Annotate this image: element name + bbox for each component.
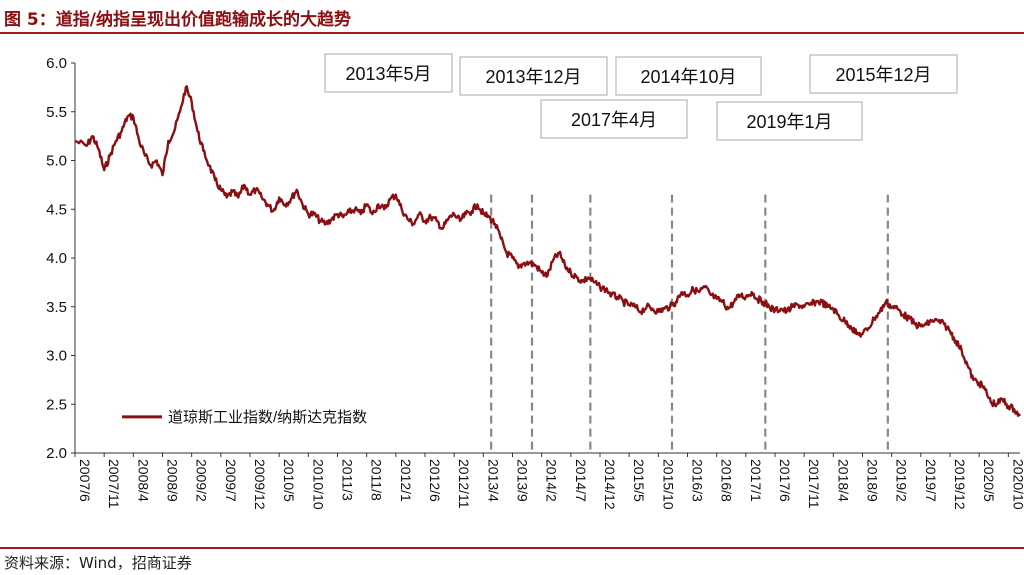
x-tick-label: 2015/5 [631, 459, 647, 502]
figure-title: 图 5：道指/纳指呈现出价值跑输成长的大趋势 [4, 10, 351, 30]
x-tick-label: 2017/1 [748, 459, 764, 502]
annotation-label: 2015年12月 [835, 65, 931, 85]
annotation-label: 2019年1月 [746, 112, 832, 132]
x-tick-label: 2020/5 [981, 459, 997, 502]
source-note: 资料来源：Wind，招商证券 [4, 554, 192, 572]
x-tick-label: 2009/2 [194, 459, 210, 502]
ratio-line-chart: 2.0 2.5 3.0 3.5 4.0 4.5 5.0 5.5 6.0 2007/6 2007/11… [46, 53, 1024, 510]
y-tick-label: 5.0 [46, 153, 67, 170]
annotation-box [324, 53, 453, 93]
annotation-box [716, 101, 863, 141]
annotation-label: 2014年10月 [640, 67, 736, 87]
legend-label: 道琼斯工业指数/纳斯达克指数 [168, 409, 367, 426]
annotation-label: 2013年5月 [345, 64, 431, 84]
x-tick-label: 2013/9 [515, 459, 531, 502]
title-divider [0, 32, 1024, 34]
annotation-label: 2013年12月 [485, 67, 581, 87]
x-tick-label: 2014/7 [573, 459, 589, 502]
annotation-label: 2017年4月 [571, 110, 657, 130]
source-divider [0, 547, 1024, 549]
x-tick-label: 2014/2 [544, 459, 560, 502]
x-tick-label: 2010/5 [281, 459, 297, 502]
y-tick-label: 5.5 [46, 104, 67, 121]
x-tick-label: 2011/3 [340, 459, 356, 501]
x-tick-label: 2010/10 [310, 459, 326, 510]
x-tick-label: 2017/11 [806, 459, 822, 509]
x-tick-label: 2011/8 [369, 459, 385, 501]
x-tick-label: 2019/7 [923, 459, 939, 502]
x-tick-label: 2009/12 [252, 459, 268, 510]
x-tick-label: 2020/10 [1010, 459, 1024, 510]
annotation-box [540, 99, 688, 139]
x-tick-label: 2017/6 [777, 459, 793, 502]
x-tick-label: 2016/3 [690, 459, 706, 502]
y-tick-label: 6.0 [46, 55, 67, 72]
x-tick-label: 2016/8 [719, 459, 735, 502]
y-tick-label: 3.0 [46, 348, 67, 365]
x-tick-label: 2008/4 [135, 459, 151, 502]
annotation-box [459, 56, 608, 96]
series-line [74, 85, 1021, 417]
annotation-box [615, 56, 762, 96]
x-tick-label: 2019/2 [894, 459, 910, 502]
x-tick-label: 2007/11 [106, 459, 122, 509]
y-tick-label: 2.5 [46, 396, 67, 413]
x-tick-label: 2018/9 [865, 459, 881, 502]
y-tick-label: 4.5 [46, 201, 67, 218]
annotation-box [809, 54, 958, 94]
x-tick-label: 2008/9 [165, 459, 181, 502]
x-tick-label: 2015/10 [660, 459, 676, 510]
y-tick-label: 2.0 [46, 445, 67, 462]
y-tick-label: 3.5 [46, 299, 67, 316]
x-tick-label: 2012/11 [456, 459, 472, 509]
x-tick-label: 2014/12 [602, 459, 618, 510]
x-tick-label: 2007/6 [77, 459, 93, 502]
x-tick-label: 2012/1 [398, 459, 414, 502]
x-tick-label: 2018/4 [835, 459, 851, 502]
x-tick-label: 2012/6 [427, 459, 443, 502]
x-tick-label: 2019/12 [952, 459, 968, 510]
x-tick-label: 2009/7 [223, 459, 239, 502]
x-tick-label: 2013/4 [485, 459, 501, 502]
y-tick-label: 4.0 [46, 250, 67, 267]
